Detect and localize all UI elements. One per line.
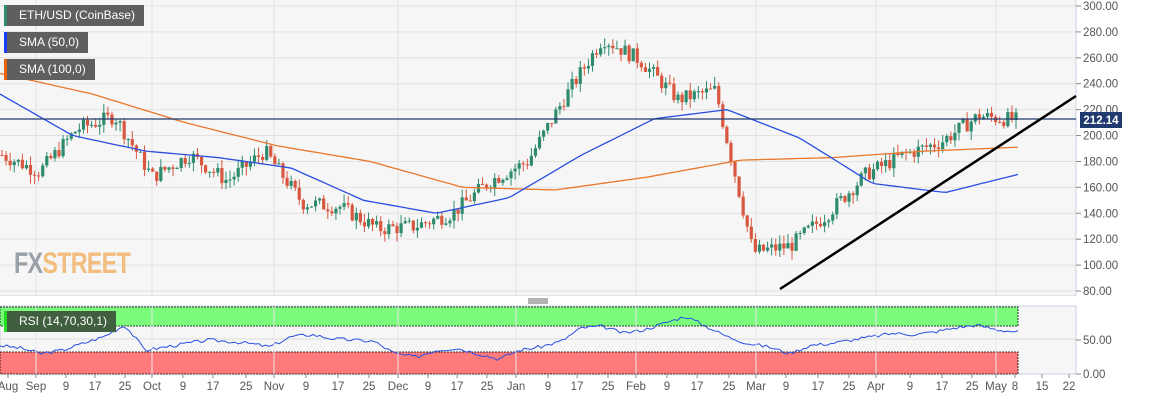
legend-sma100[interactable]: SMA (100,0): [4, 59, 95, 80]
svg-text:100.00: 100.00: [1083, 260, 1118, 272]
last-price-tag: 212.14: [1080, 112, 1122, 128]
svg-text:25: 25: [363, 381, 376, 393]
svg-text:9: 9: [545, 381, 551, 393]
legend-rsi-label: RSI (14,70,30,1): [19, 314, 108, 328]
svg-text:Dec: Dec: [388, 381, 409, 393]
svg-text:80.00: 80.00: [1083, 286, 1112, 298]
svg-text:Oct: Oct: [143, 381, 162, 393]
trendline[interactable]: [779, 94, 1077, 291]
svg-text:212.14: 212.14: [1083, 115, 1119, 127]
svg-text:260.00: 260.00: [1083, 53, 1118, 65]
legend-sma50-label: SMA (50,0): [19, 35, 80, 49]
logo-fx: FX: [14, 247, 43, 280]
svg-text:17: 17: [936, 381, 949, 393]
svg-text:180.00: 180.00: [1083, 156, 1118, 168]
svg-text:Apr: Apr: [867, 381, 885, 393]
svg-text:Jan: Jan: [507, 381, 526, 393]
legend-sma50[interactable]: SMA (50,0): [4, 32, 89, 53]
svg-text:17: 17: [812, 381, 825, 393]
svg-text:15: 15: [1036, 381, 1049, 393]
svg-text:9: 9: [303, 381, 309, 393]
rsi-line: [0, 316, 1019, 361]
svg-text:8: 8: [1012, 381, 1018, 393]
svg-text:200.00: 200.00: [1083, 131, 1118, 143]
svg-text:9: 9: [180, 381, 186, 393]
svg-text:Nov: Nov: [264, 381, 285, 393]
svg-text:25: 25: [481, 381, 494, 393]
svg-text:9: 9: [907, 381, 913, 393]
svg-text:Sep: Sep: [26, 381, 46, 393]
svg-text:25: 25: [843, 381, 856, 393]
legend-ethusd[interactable]: ETH/USD (CoinBase): [4, 5, 145, 26]
legend-rsi[interactable]: RSI (14,70,30,1): [4, 311, 117, 332]
rsi-axis: 50.00 0.00: [1076, 335, 1112, 381]
svg-text:120.00: 120.00: [1083, 234, 1118, 246]
svg-text:17: 17: [571, 381, 584, 393]
logo-street: STREET: [42, 247, 130, 280]
svg-text:0.00: 0.00: [1083, 369, 1105, 381]
sma100-line: [0, 72, 1019, 191]
rsi-overbought-zone: [0, 306, 1019, 327]
svg-text:17: 17: [207, 381, 220, 393]
svg-text:280.00: 280.00: [1083, 27, 1118, 39]
legend-ethusd-label: ETH/USD (CoinBase): [19, 8, 136, 22]
svg-text:22: 22: [1063, 381, 1076, 393]
svg-text:300.00: 300.00: [1083, 1, 1118, 13]
pane-splitter[interactable]: [0, 296, 1076, 304]
price-axis: 300.00280.00260.00240.00220.00200.00180.…: [1076, 1, 1118, 298]
svg-text:240.00: 240.00: [1083, 79, 1118, 91]
svg-text:50.00: 50.00: [1083, 335, 1112, 347]
svg-text:160.00: 160.00: [1083, 182, 1118, 194]
fxstreet-logo: FXSTREET: [14, 247, 131, 281]
svg-text:9: 9: [63, 381, 69, 393]
svg-text:9: 9: [664, 381, 670, 393]
svg-text:Mar: Mar: [746, 381, 766, 393]
svg-text:25: 25: [602, 381, 615, 393]
svg-text:Aug: Aug: [0, 381, 18, 393]
svg-text:25: 25: [240, 381, 253, 393]
svg-text:25: 25: [723, 381, 736, 393]
svg-text:25: 25: [119, 381, 132, 393]
svg-text:17: 17: [89, 381, 102, 393]
svg-text:140.00: 140.00: [1083, 208, 1118, 220]
svg-text:May: May: [985, 381, 1007, 393]
rsi-oversold-zone: [0, 351, 1019, 375]
splitter-handle-icon[interactable]: [528, 298, 548, 304]
sma50-line: [0, 93, 1019, 214]
svg-text:Feb: Feb: [626, 381, 646, 393]
svg-text:9: 9: [783, 381, 789, 393]
svg-text:25: 25: [966, 381, 979, 393]
svg-text:9: 9: [425, 381, 431, 393]
svg-text:17: 17: [332, 381, 345, 393]
svg-text:17: 17: [691, 381, 704, 393]
svg-text:17: 17: [451, 381, 464, 393]
legend-sma100-label: SMA (100,0): [19, 62, 86, 76]
time-axis: Aug Sep 9 17 25 Oct 9 17 25 Nov 9 17 25 Dec 9 17 25 Jan 9 1…: [0, 307, 1075, 393]
